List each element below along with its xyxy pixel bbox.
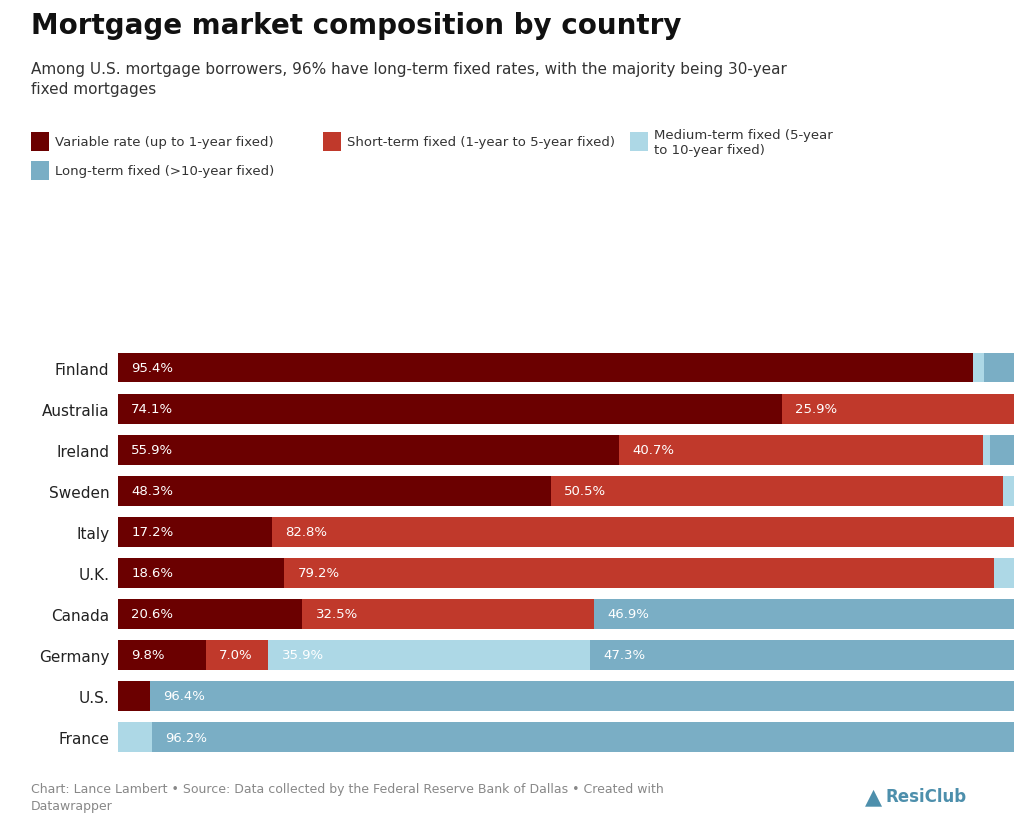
Bar [618,436,983,465]
Text: 96.4%: 96.4% [164,690,206,703]
Text: 17.2%: 17.2% [131,526,173,539]
Text: 96.2%: 96.2% [165,730,207,744]
Text: 20.6%: 20.6% [131,608,173,621]
Text: 50.5%: 50.5% [564,484,606,498]
Bar [118,476,551,506]
Text: Long-term fixed (>10-year fixed): Long-term fixed (>10-year fixed) [55,165,274,178]
Bar [983,436,989,465]
Text: 46.9%: 46.9% [607,608,649,621]
Bar [594,599,1014,629]
Bar [1004,476,1014,506]
Text: Variable rate (up to 1-year fixed): Variable rate (up to 1-year fixed) [55,136,274,149]
Bar [551,476,1004,506]
Bar [590,640,1014,670]
Bar [151,681,1014,711]
Bar [118,394,781,424]
Bar [118,640,206,670]
Text: ▲: ▲ [865,787,883,806]
Bar [781,394,1014,424]
Text: ResiClub: ResiClub [886,787,967,806]
Text: 55.9%: 55.9% [131,444,173,457]
Bar [118,354,973,383]
Bar [118,681,151,711]
Bar [272,518,1014,547]
Bar [994,558,1014,588]
Bar [989,436,1014,465]
Text: 74.1%: 74.1% [131,402,173,416]
Bar [118,722,152,752]
Text: 95.4%: 95.4% [131,362,173,375]
Text: Short-term fixed (1-year to 5-year fixed): Short-term fixed (1-year to 5-year fixed… [347,136,615,149]
Text: 82.8%: 82.8% [286,526,328,539]
Text: 48.3%: 48.3% [131,484,173,498]
Text: 7.0%: 7.0% [219,648,253,662]
Bar [118,518,272,547]
Bar [302,599,594,629]
Bar [984,354,1014,383]
Text: Among U.S. mortgage borrowers, 96% have long-term fixed rates, with the majority: Among U.S. mortgage borrowers, 96% have … [31,62,786,97]
Text: 35.9%: 35.9% [282,648,324,662]
Bar [118,436,618,465]
Bar [268,640,590,670]
Bar [118,599,302,629]
Text: 79.2%: 79.2% [298,566,340,580]
Text: 9.8%: 9.8% [131,648,165,662]
Text: 40.7%: 40.7% [632,444,674,457]
Text: Chart: Lance Lambert • Source: Data collected by the Federal Reserve Bank of Dal: Chart: Lance Lambert • Source: Data coll… [31,782,664,812]
Bar [973,354,984,383]
Text: 18.6%: 18.6% [131,566,173,580]
Text: 25.9%: 25.9% [795,402,838,416]
Text: 47.3%: 47.3% [603,648,645,662]
Bar [118,558,285,588]
Bar [206,640,268,670]
Text: 32.5%: 32.5% [315,608,358,621]
Bar [152,722,1014,752]
Bar [285,558,994,588]
Text: Mortgage market composition by country: Mortgage market composition by country [31,12,681,41]
Text: Medium-term fixed (5-year
to 10-year fixed): Medium-term fixed (5-year to 10-year fix… [654,128,834,156]
